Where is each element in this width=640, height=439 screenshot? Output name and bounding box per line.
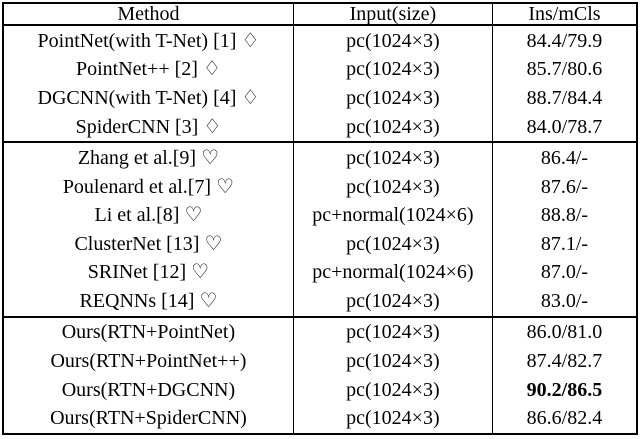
table-row: Zhang et al.[9] ♡ pc(1024×3) 86.4/- — [2, 142, 638, 173]
method-cell: Ours(RTN+PointNet++) — [2, 346, 294, 376]
score-cell: 86.0/81.0 — [491, 316, 638, 347]
score-cell: 83.0/- — [491, 286, 638, 317]
score-cell: 87.6/- — [491, 172, 638, 201]
input-cell: pc+normal(1024×6) — [292, 200, 493, 230]
input-cell: pc(1024×3) — [292, 25, 493, 56]
table-row: Li et al.[8] ♡ pc+normal(1024×6) 88.8/- — [2, 200, 638, 230]
input-cell: pc(1024×3) — [292, 142, 493, 173]
input-cell: pc+normal(1024×6) — [292, 258, 493, 287]
input-cell: pc(1024×3) — [292, 112, 493, 143]
score-cell: 87.4/82.7 — [491, 346, 638, 376]
score-cell: 86.6/82.4 — [491, 403, 638, 434]
method-cell: DGCNN(with T-Net) [4] ♢ — [2, 83, 294, 113]
score-cell: 87.1/- — [491, 229, 638, 259]
method-cell: Ours(RTN+PointNet) — [2, 316, 294, 347]
table-row: DGCNN(with T-Net) [4] ♢ pc(1024×3) 88.7/… — [2, 83, 638, 113]
table-row: REQNNs [14] ♡ pc(1024×3) 83.0/- — [2, 286, 638, 317]
section-ours: Ours(RTN+PointNet) pc(1024×3) 86.0/81.0 … — [2, 316, 638, 434]
method-cell: Poulenard et al.[7] ♡ — [2, 172, 294, 201]
input-cell: pc(1024×3) — [292, 229, 493, 259]
method-cell: SpiderCNN [3] ♢ — [2, 112, 294, 143]
table-row: Ours(RTN+SpiderCNN) pc(1024×3) 86.6/82.4 — [2, 403, 638, 434]
score-cell: 87.0/- — [491, 258, 638, 287]
input-cell: pc(1024×3) — [292, 83, 493, 113]
method-cell: REQNNs [14] ♡ — [2, 286, 294, 317]
input-cell: pc(1024×3) — [292, 172, 493, 201]
method-cell: PointNet(with T-Net) [1] ♢ — [2, 25, 294, 56]
table-row: ClusterNet [13] ♡ pc(1024×3) 87.1/- — [2, 229, 638, 259]
table-row: PointNet++ [2] ♢ pc(1024×3) 85.7/80.6 — [2, 55, 638, 84]
input-cell: pc(1024×3) — [292, 55, 493, 84]
table-row: SpiderCNN [3] ♢ pc(1024×3) 84.0/78.7 — [2, 112, 638, 143]
score-cell-best: 90.2/86.5 — [491, 375, 638, 404]
table-row: PointNet(with T-Net) [1] ♢ pc(1024×3) 84… — [2, 25, 638, 56]
score-cell: 84.4/79.9 — [491, 25, 638, 56]
input-cell: pc(1024×3) — [292, 316, 493, 347]
score-cell: 84.0/78.7 — [491, 112, 638, 143]
method-cell: Zhang et al.[9] ♡ — [2, 142, 294, 173]
table-header: Method Input(size) Ins/mCls — [2, 3, 638, 25]
score-cell: 86.4/- — [491, 142, 638, 173]
method-cell: Ours(RTN+DGCNN) — [2, 375, 294, 404]
method-cell: Ours(RTN+SpiderCNN) — [2, 403, 294, 434]
table-row: Ours(RTN+PointNet++) pc(1024×3) 87.4/82.… — [2, 346, 638, 376]
score-cell: 88.7/84.4 — [491, 83, 638, 113]
input-cell: pc(1024×3) — [292, 375, 493, 404]
table-row: Ours(RTN+PointNet) pc(1024×3) 86.0/81.0 — [2, 316, 638, 347]
table-row: SRINet [12] ♡ pc+normal(1024×6) 87.0/- — [2, 258, 638, 287]
input-cell: pc(1024×3) — [292, 403, 493, 434]
header-ins-mcls: Ins/mCls — [491, 3, 638, 25]
score-cell: 85.7/80.6 — [491, 55, 638, 84]
table-row: Poulenard et al.[7] ♡ pc(1024×3) 87.6/- — [2, 172, 638, 201]
header-input-size: Input(size) — [292, 3, 493, 25]
header-method: Method — [2, 3, 294, 25]
header-row: Method Input(size) Ins/mCls — [2, 3, 638, 25]
input-cell: pc(1024×3) — [292, 346, 493, 376]
section-rotation-variant: PointNet(with T-Net) [1] ♢ pc(1024×3) 84… — [2, 25, 638, 143]
table-row: Ours(RTN+DGCNN) pc(1024×3) 90.2/86.5 — [2, 375, 638, 404]
method-cell: PointNet++ [2] ♢ — [2, 55, 294, 84]
section-rotation-invariant: Zhang et al.[9] ♡ pc(1024×3) 86.4/- Poul… — [2, 142, 638, 317]
method-cell: ClusterNet [13] ♡ — [2, 229, 294, 259]
score-cell: 88.8/- — [491, 200, 638, 230]
method-cell: SRINet [12] ♡ — [2, 258, 294, 287]
input-cell: pc(1024×3) — [292, 286, 493, 317]
method-cell: Li et al.[8] ♡ — [2, 200, 294, 230]
